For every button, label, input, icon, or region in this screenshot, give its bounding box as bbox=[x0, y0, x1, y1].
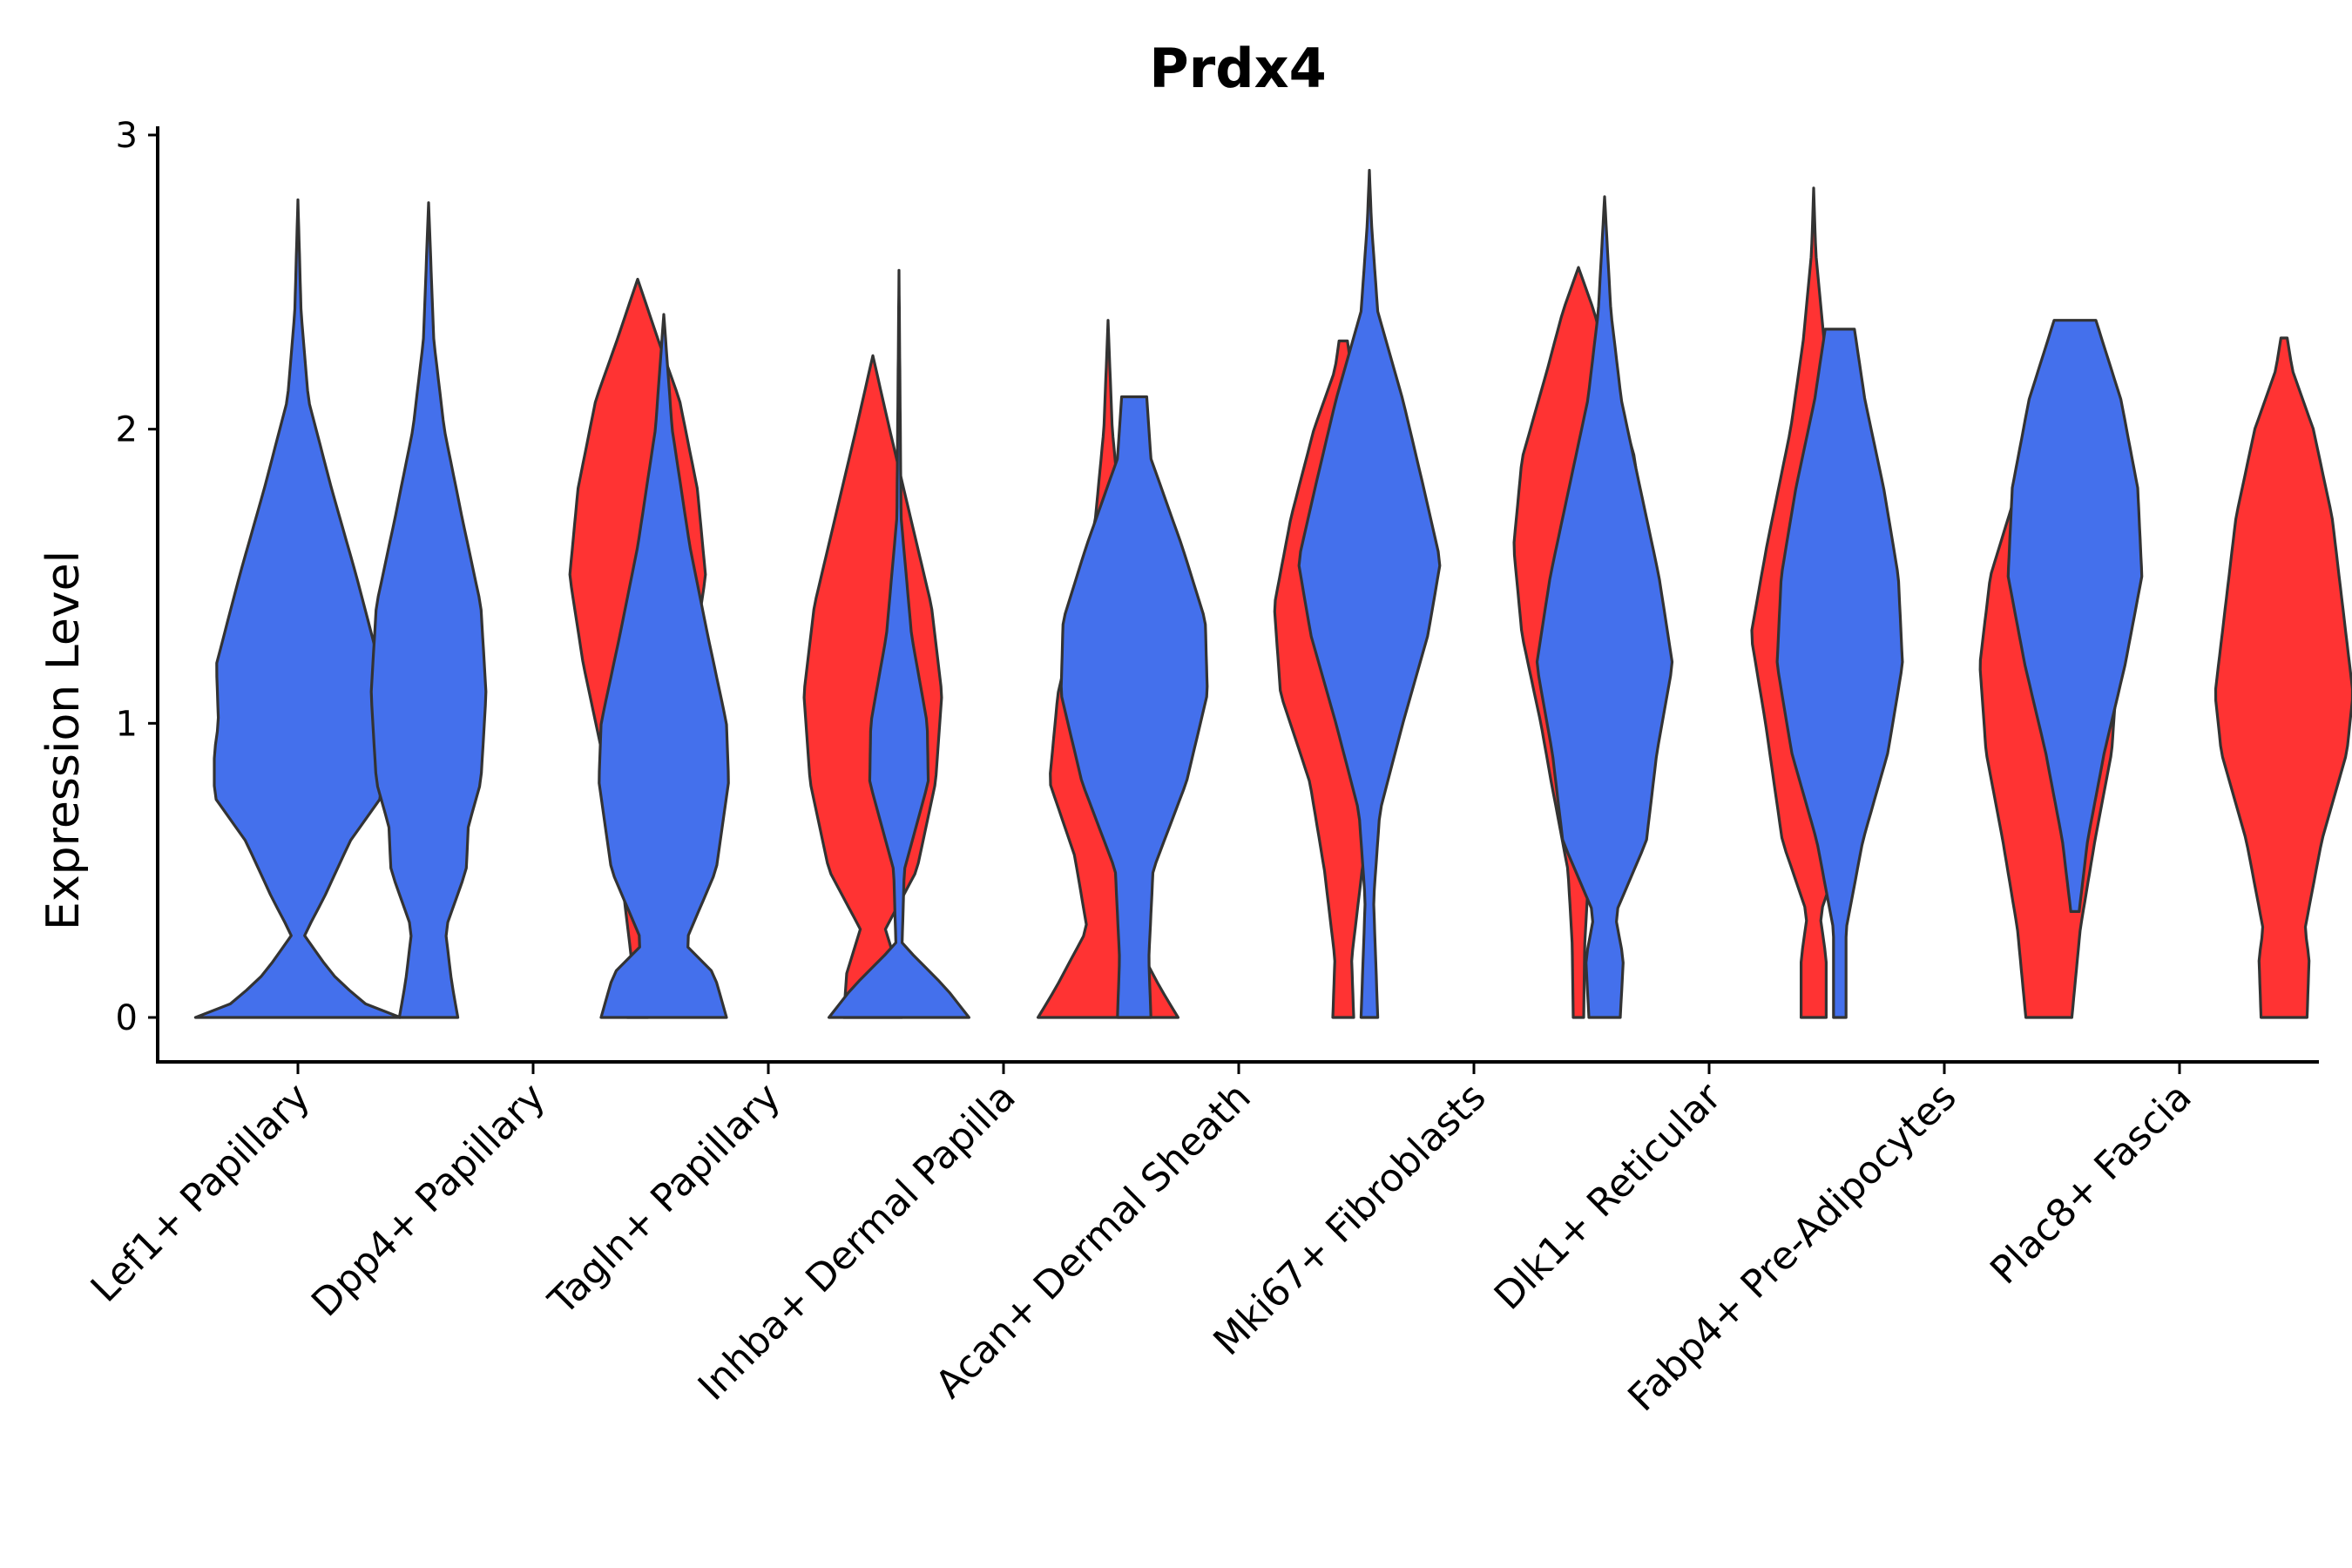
chart-title: Prdx4 bbox=[1149, 37, 1327, 100]
x-tick-label-dlk1-reticular: Dlk1+ Reticular bbox=[1486, 1074, 1731, 1319]
violin-lef1-papillary-a bbox=[193, 198, 402, 1019]
y-tick-label: 1 bbox=[116, 704, 138, 744]
x-tick-label-lef1-papillary: Lef1+ Papillary bbox=[83, 1075, 319, 1311]
y-tick-label: 2 bbox=[116, 410, 138, 450]
violin-dpp4-papillary-a bbox=[369, 201, 488, 1019]
y-axis-ticks: 0 1 2 3 bbox=[116, 116, 158, 1038]
violin-dlk1-reticular-a bbox=[1535, 195, 1674, 1019]
violin-fabp4-pre-adipocytes-a bbox=[1775, 328, 1904, 1019]
violin-mki67-fibroblasts-a bbox=[1297, 168, 1442, 1019]
violin-inhba-dermal-papilla-a bbox=[828, 268, 970, 1019]
y-tick-label: 3 bbox=[116, 116, 138, 156]
violin-group bbox=[193, 168, 2352, 1019]
violin-acan-dermal-sheath-a bbox=[1059, 395, 1209, 1019]
violin-plac8-fascia-a bbox=[2006, 319, 2144, 913]
violin-plac8-fascia-b bbox=[2213, 336, 2352, 1019]
x-tick-label-dpp4-papillary: Dpp4+ Papillary bbox=[303, 1075, 554, 1326]
y-tick-label: 0 bbox=[116, 998, 138, 1038]
y-axis-label: Expression Level bbox=[37, 551, 90, 930]
x-tick-label-plac8-fascia: Plac8+ Fascia bbox=[1982, 1075, 2200, 1294]
violin-tagln-papillary-a bbox=[598, 313, 730, 1019]
x-tick-label-mki67-fibroblasts: Mki67+ Fibroblasts bbox=[1205, 1075, 1494, 1364]
x-tick-label-tagln-papillary: Tagln+ Papillary bbox=[540, 1075, 789, 1324]
